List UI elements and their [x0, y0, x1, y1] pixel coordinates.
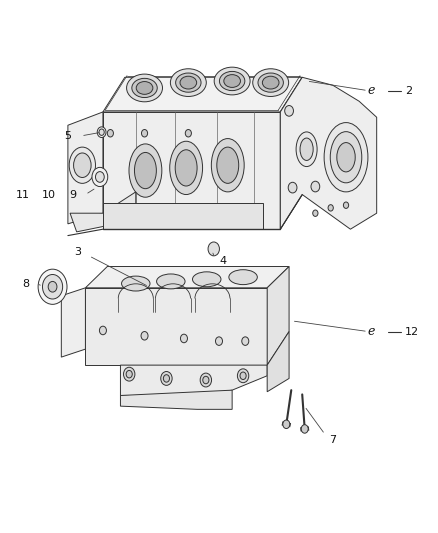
- Polygon shape: [267, 332, 289, 392]
- Ellipse shape: [214, 67, 250, 95]
- Ellipse shape: [192, 272, 221, 287]
- Circle shape: [141, 332, 148, 340]
- Circle shape: [313, 210, 318, 216]
- Ellipse shape: [170, 69, 206, 96]
- Circle shape: [163, 375, 170, 382]
- Polygon shape: [103, 203, 263, 229]
- Circle shape: [161, 372, 172, 385]
- Ellipse shape: [175, 150, 197, 186]
- Circle shape: [301, 425, 308, 433]
- Ellipse shape: [69, 147, 95, 183]
- Circle shape: [200, 373, 212, 387]
- Ellipse shape: [121, 276, 150, 291]
- Ellipse shape: [330, 132, 362, 183]
- Text: e: e: [368, 84, 375, 97]
- Text: 8: 8: [23, 279, 30, 288]
- Ellipse shape: [337, 142, 355, 172]
- Ellipse shape: [136, 82, 153, 94]
- Polygon shape: [120, 390, 232, 409]
- Circle shape: [311, 181, 320, 192]
- Circle shape: [95, 172, 104, 182]
- Text: e: e: [368, 325, 375, 338]
- Circle shape: [288, 182, 297, 193]
- Polygon shape: [280, 77, 302, 229]
- Ellipse shape: [224, 75, 240, 87]
- Ellipse shape: [258, 73, 283, 92]
- Circle shape: [99, 326, 106, 335]
- Polygon shape: [267, 266, 289, 365]
- Circle shape: [48, 281, 57, 292]
- Circle shape: [180, 334, 187, 343]
- Text: 9: 9: [70, 190, 77, 199]
- Circle shape: [283, 420, 290, 429]
- Ellipse shape: [132, 78, 157, 98]
- Ellipse shape: [300, 138, 313, 160]
- Polygon shape: [85, 288, 267, 365]
- Ellipse shape: [176, 73, 201, 92]
- Circle shape: [240, 372, 246, 379]
- Text: 4: 4: [220, 256, 227, 266]
- Polygon shape: [61, 288, 85, 357]
- Circle shape: [126, 370, 132, 378]
- Circle shape: [203, 376, 209, 384]
- Polygon shape: [68, 112, 103, 224]
- Circle shape: [208, 242, 219, 256]
- Polygon shape: [103, 112, 280, 229]
- Ellipse shape: [129, 144, 162, 197]
- Ellipse shape: [211, 139, 244, 192]
- Polygon shape: [280, 77, 377, 229]
- Polygon shape: [85, 266, 289, 288]
- Circle shape: [242, 337, 249, 345]
- Ellipse shape: [74, 153, 91, 177]
- Text: 7: 7: [329, 435, 336, 445]
- Ellipse shape: [262, 76, 279, 89]
- Circle shape: [92, 167, 108, 187]
- Ellipse shape: [296, 132, 317, 166]
- Ellipse shape: [134, 152, 156, 189]
- Polygon shape: [120, 365, 267, 395]
- Ellipse shape: [324, 123, 368, 192]
- Ellipse shape: [219, 71, 245, 91]
- Circle shape: [124, 367, 135, 381]
- Ellipse shape: [229, 270, 258, 285]
- Text: 12: 12: [405, 327, 419, 336]
- Ellipse shape: [170, 141, 202, 195]
- Circle shape: [215, 337, 223, 345]
- Text: 10: 10: [42, 190, 56, 199]
- Ellipse shape: [127, 74, 162, 102]
- Circle shape: [97, 127, 106, 138]
- Polygon shape: [70, 192, 136, 232]
- Ellipse shape: [180, 76, 197, 89]
- Text: 11: 11: [16, 190, 30, 199]
- Circle shape: [185, 130, 191, 137]
- Circle shape: [237, 369, 249, 383]
- Circle shape: [285, 106, 293, 116]
- Circle shape: [38, 269, 67, 304]
- Text: 5: 5: [64, 131, 71, 141]
- Ellipse shape: [253, 69, 289, 96]
- Circle shape: [328, 205, 333, 211]
- Circle shape: [107, 130, 113, 137]
- Ellipse shape: [156, 274, 185, 289]
- Ellipse shape: [217, 147, 239, 183]
- Circle shape: [42, 274, 63, 299]
- Circle shape: [343, 202, 349, 208]
- Text: 3: 3: [74, 247, 81, 256]
- Circle shape: [99, 129, 104, 135]
- Circle shape: [141, 130, 148, 137]
- Text: 2: 2: [405, 86, 412, 95]
- Polygon shape: [103, 77, 302, 112]
